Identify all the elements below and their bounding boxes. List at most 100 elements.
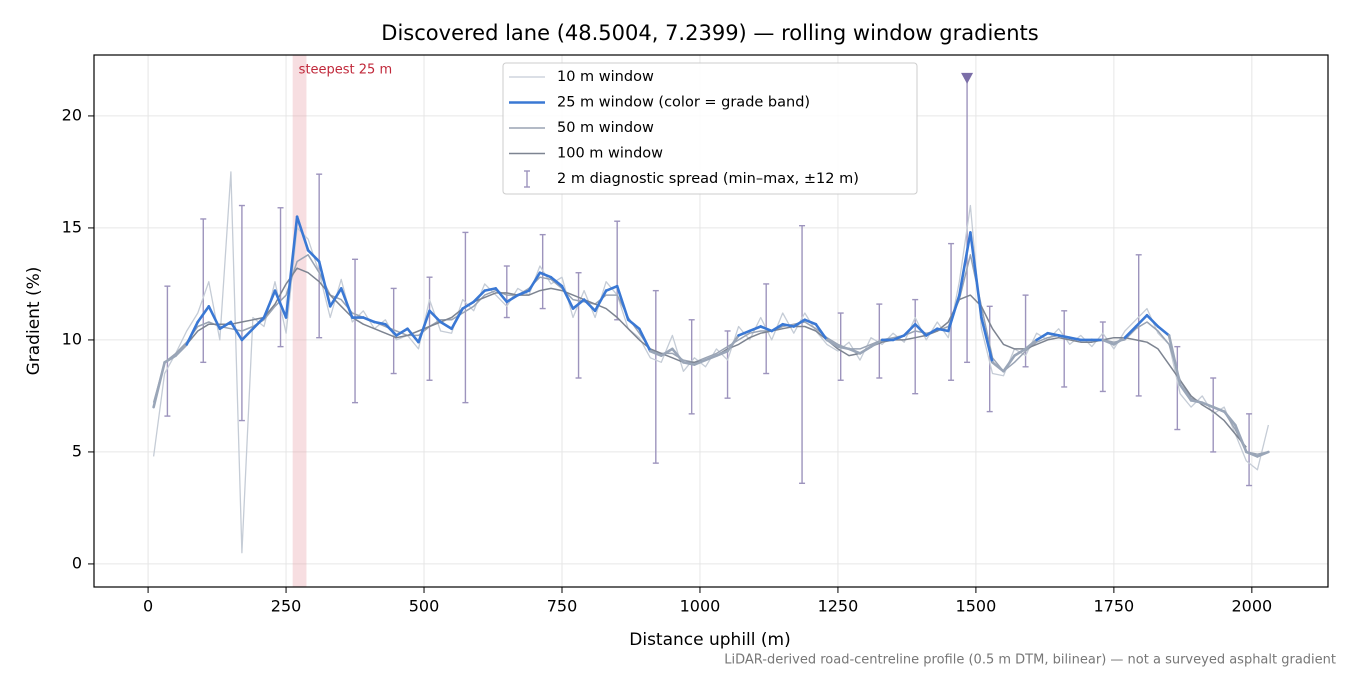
spread-bar [316,173,323,339]
line-segment [858,345,873,355]
line-segment [1101,338,1116,346]
line-segment [1024,338,1038,351]
line-segment [207,305,222,331]
line-segment [1068,336,1083,342]
line-segment [185,320,200,346]
line-segment [229,320,244,342]
line-segment [450,307,464,331]
line-segment [935,327,950,333]
line-segment [1245,450,1259,458]
line-segment [328,287,343,308]
line-segment [615,284,630,322]
line-segment [748,325,762,333]
line-segment [737,329,751,337]
line-segment [902,322,917,337]
line-segment [417,309,431,344]
highlight-band [292,55,307,587]
y-tick-label: 5 [72,441,82,460]
spread-bar [724,330,731,399]
x-tick-label: 500 [409,597,440,616]
y-axis-label: Gradient (%) [24,267,44,376]
peak-marker [961,72,974,84]
line-segment [439,320,453,331]
y-tick-label: 20 [62,105,82,124]
line-segment [637,327,652,353]
chart-title: Discovered lane (48.5004, 7.2399) — roll… [381,21,1038,45]
spread-bar [799,224,806,484]
line-segment [660,347,674,357]
spread-bar [948,242,955,381]
line-segment [505,293,520,304]
line-segment [527,271,542,292]
line-segment [516,289,531,297]
line-segment [969,231,983,319]
line-segment [251,316,266,331]
line-segment [891,334,906,342]
line-segment [284,215,299,319]
y-tick-label: 15 [62,217,82,236]
line-segment [869,338,884,348]
line-segment [295,215,310,252]
line-segment [836,345,851,351]
line-segment [1233,423,1248,454]
line-segment [1167,334,1182,387]
spread-bar [426,276,433,381]
line-segment [428,309,442,324]
line-segment [494,287,509,304]
line-segment [814,322,829,342]
spread-bar [503,265,510,319]
x-tick-label: 750 [547,597,578,616]
line-segment [1123,325,1138,339]
line-segment [792,318,807,328]
line-segment [406,327,420,344]
spread-bar [575,272,582,379]
line-segment [803,318,818,326]
x-tick-label: 1000 [680,597,721,616]
line-segment [759,325,774,333]
line-segment [339,287,354,319]
plot-frame [93,54,1329,588]
spread-bar [1210,377,1217,453]
line-segment [1189,399,1204,404]
line-segment [781,322,796,328]
line-segment [1013,347,1027,357]
line-segment [682,361,696,366]
line-segment [218,320,233,331]
line-segment [317,260,332,308]
line-segment [1057,334,1072,339]
line-segment [560,284,575,310]
legend-label: 10 m window [557,69,654,85]
legend-label: 25 m window (color = grade band) [557,95,810,111]
line-segment [671,347,685,364]
x-tick-label: 1500 [956,597,997,616]
line-segment [571,298,586,310]
line-segment [947,293,961,333]
spread-bar [164,285,171,417]
line-segment [648,349,663,357]
x-tick-label: 2000 [1231,597,1272,616]
line-segment [913,322,928,337]
x-tick-label: 250 [271,597,302,616]
spread-bar [238,204,245,422]
line-segment [593,289,608,313]
spread-bar [1246,413,1253,487]
line-segment [604,284,619,292]
line-segment [483,287,498,292]
line-segment [538,271,553,279]
line-segment [384,322,398,337]
spread-bar [277,207,284,348]
spread-bar [688,319,695,415]
x-tick-label: 0 [143,597,153,616]
line-segment [196,305,211,324]
spread-bar [200,218,207,364]
line-segment [626,318,641,331]
line-segment [958,231,972,297]
line-segment [262,289,277,319]
x-axis-label: Distance uphill (m) [629,630,790,650]
line-segment [1035,331,1049,342]
y-tick-label: 0 [72,553,82,572]
line-segment [1222,410,1237,427]
line-segment [693,358,707,366]
line-segment [1200,401,1215,409]
line-segment [1112,336,1127,346]
